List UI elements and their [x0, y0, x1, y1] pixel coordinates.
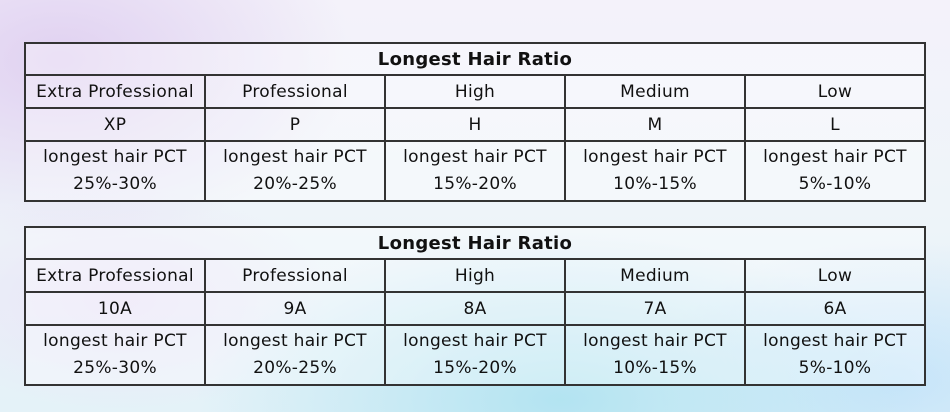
table-title: Longest Hair Ratio: [24, 226, 926, 260]
grade-code-cell: M: [564, 107, 746, 142]
grade-name-row: Extra Professional Professional High Med…: [24, 74, 926, 109]
pct-range: 15%-20%: [433, 174, 517, 194]
grade-code-row: XP P H M L: [24, 107, 926, 142]
grade-name-cell: High: [384, 74, 566, 109]
pct-range: 15%-20%: [433, 358, 517, 378]
pct-label: longest hair PCT: [583, 331, 727, 351]
grade-code-cell: H: [384, 107, 566, 142]
pct-cell: longest hair PCT 10%-15%: [564, 140, 746, 202]
pct-cell: longest hair PCT 25%-30%: [24, 140, 206, 202]
grade-name-cell: Professional: [204, 74, 386, 109]
grade-name-cell: Extra Professional: [24, 258, 206, 293]
pct-range: 10%-15%: [613, 358, 697, 378]
grade-name-cell: High: [384, 258, 566, 293]
grade-name-cell: Medium: [564, 258, 746, 293]
pct-range: 25%-30%: [73, 358, 157, 378]
grade-code-cell: L: [744, 107, 926, 142]
grade-code-cell: 8A: [384, 291, 566, 326]
pct-cell: longest hair PCT 25%-30%: [24, 324, 206, 386]
pct-cell: longest hair PCT 5%-10%: [744, 324, 926, 386]
pct-cell: longest hair PCT 20%-25%: [204, 140, 386, 202]
pct-label: longest hair PCT: [763, 331, 907, 351]
pct-label: longest hair PCT: [43, 331, 187, 351]
grade-name-cell: Professional: [204, 258, 386, 293]
pct-row: longest hair PCT 25%-30% longest hair PCT…: [24, 324, 926, 386]
grade-name-cell: Low: [744, 74, 926, 109]
pct-cell: longest hair PCT 15%-20%: [384, 140, 566, 202]
grade-name-row: Extra Professional Professional High Med…: [24, 258, 926, 293]
grade-name-cell: Medium: [564, 74, 746, 109]
pct-label: longest hair PCT: [223, 331, 367, 351]
pct-row: longest hair PCT 25%-30% longest hair PCT…: [24, 140, 926, 202]
pct-cell: longest hair PCT 15%-20%: [384, 324, 566, 386]
grade-code-cell: P: [204, 107, 386, 142]
grade-code-cell: 9A: [204, 291, 386, 326]
pct-range: 20%-25%: [253, 174, 337, 194]
grade-name-cell: Extra Professional: [24, 74, 206, 109]
pct-label: longest hair PCT: [583, 147, 727, 167]
grade-code-cell: 10A: [24, 291, 206, 326]
pct-cell: longest hair PCT 5%-10%: [744, 140, 926, 202]
pct-range: 5%-10%: [798, 174, 872, 194]
pct-range: 25%-30%: [73, 174, 157, 194]
grade-code-cell: XP: [24, 107, 206, 142]
pct-range: 20%-25%: [253, 358, 337, 378]
pct-cell: longest hair PCT 20%-25%: [204, 324, 386, 386]
grade-code-cell: 7A: [564, 291, 746, 326]
pct-label: longest hair PCT: [223, 147, 367, 167]
pct-label: longest hair PCT: [403, 147, 547, 167]
grade-code-row: 10A 9A 8A 7A 6A: [24, 291, 926, 326]
pct-range: 5%-10%: [798, 358, 872, 378]
pct-range: 10%-15%: [613, 174, 697, 194]
hair-ratio-table-numeric-grades: Longest Hair Ratio Extra Professional Pr…: [24, 226, 926, 386]
grade-code-cell: 6A: [744, 291, 926, 326]
pct-label: longest hair PCT: [43, 147, 187, 167]
hair-ratio-table-letter-grades: Longest Hair Ratio Extra Professional Pr…: [24, 42, 926, 202]
pct-label: longest hair PCT: [763, 147, 907, 167]
table-title: Longest Hair Ratio: [24, 42, 926, 76]
grade-name-cell: Low: [744, 258, 926, 293]
pct-label: longest hair PCT: [403, 331, 547, 351]
pct-cell: longest hair PCT 10%-15%: [564, 324, 746, 386]
